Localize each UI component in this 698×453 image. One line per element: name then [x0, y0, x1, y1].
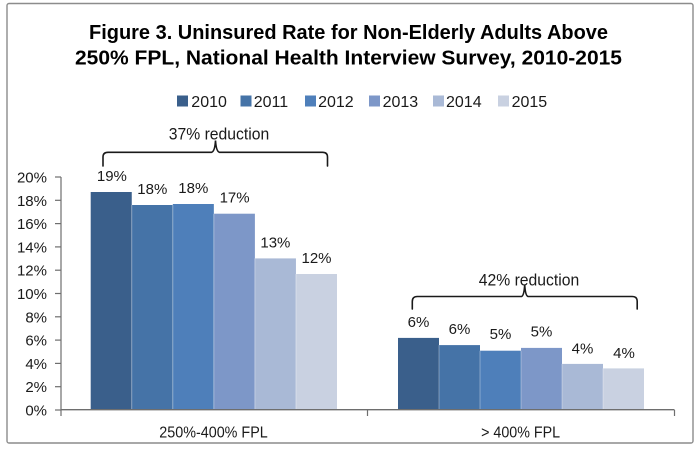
- svg-text:4%: 4%: [613, 345, 635, 362]
- svg-text:42% reduction: 42% reduction: [479, 270, 580, 289]
- svg-text:8%: 8%: [25, 309, 47, 326]
- svg-text:2%: 2%: [25, 379, 47, 396]
- svg-text:19%: 19%: [97, 168, 127, 185]
- svg-text:2011: 2011: [254, 94, 289, 111]
- svg-text:2010: 2010: [191, 94, 227, 111]
- svg-text:20%: 20%: [17, 170, 47, 187]
- svg-text:12%: 12%: [301, 250, 331, 267]
- svg-text:12%: 12%: [17, 263, 47, 280]
- svg-text:18%: 18%: [178, 180, 208, 197]
- svg-text:10%: 10%: [17, 286, 47, 303]
- svg-text:Figure 3. Uninsured Rate for N: Figure 3. Uninsured Rate for Non-Elderly…: [89, 21, 608, 44]
- svg-text:2014: 2014: [446, 94, 482, 111]
- svg-text:4%: 4%: [25, 356, 47, 373]
- svg-text:37% reduction: 37% reduction: [169, 124, 270, 143]
- svg-text:6%: 6%: [25, 333, 47, 350]
- svg-text:13%: 13%: [260, 234, 290, 251]
- svg-text:16%: 16%: [17, 216, 47, 233]
- svg-text:2012: 2012: [318, 94, 354, 111]
- svg-text:250% FPL, National Health Inte: 250% FPL, National Health Interview Surv…: [75, 47, 622, 70]
- svg-text:0%: 0%: [25, 403, 47, 420]
- svg-text:18%: 18%: [137, 181, 167, 198]
- svg-text:250%-400% FPL: 250%-400% FPL: [159, 425, 268, 442]
- svg-text:2013: 2013: [383, 94, 419, 111]
- svg-text:5%: 5%: [490, 326, 512, 343]
- svg-text:4%: 4%: [572, 341, 594, 358]
- svg-text:2015: 2015: [512, 94, 548, 111]
- svg-text:17%: 17%: [220, 190, 250, 207]
- svg-text:14%: 14%: [17, 239, 47, 256]
- svg-text:18%: 18%: [17, 193, 47, 210]
- svg-text:5%: 5%: [531, 324, 553, 341]
- svg-text:> 400% FPL: > 400% FPL: [481, 425, 560, 442]
- svg-text:6%: 6%: [449, 321, 471, 338]
- svg-text:6%: 6%: [408, 314, 430, 331]
